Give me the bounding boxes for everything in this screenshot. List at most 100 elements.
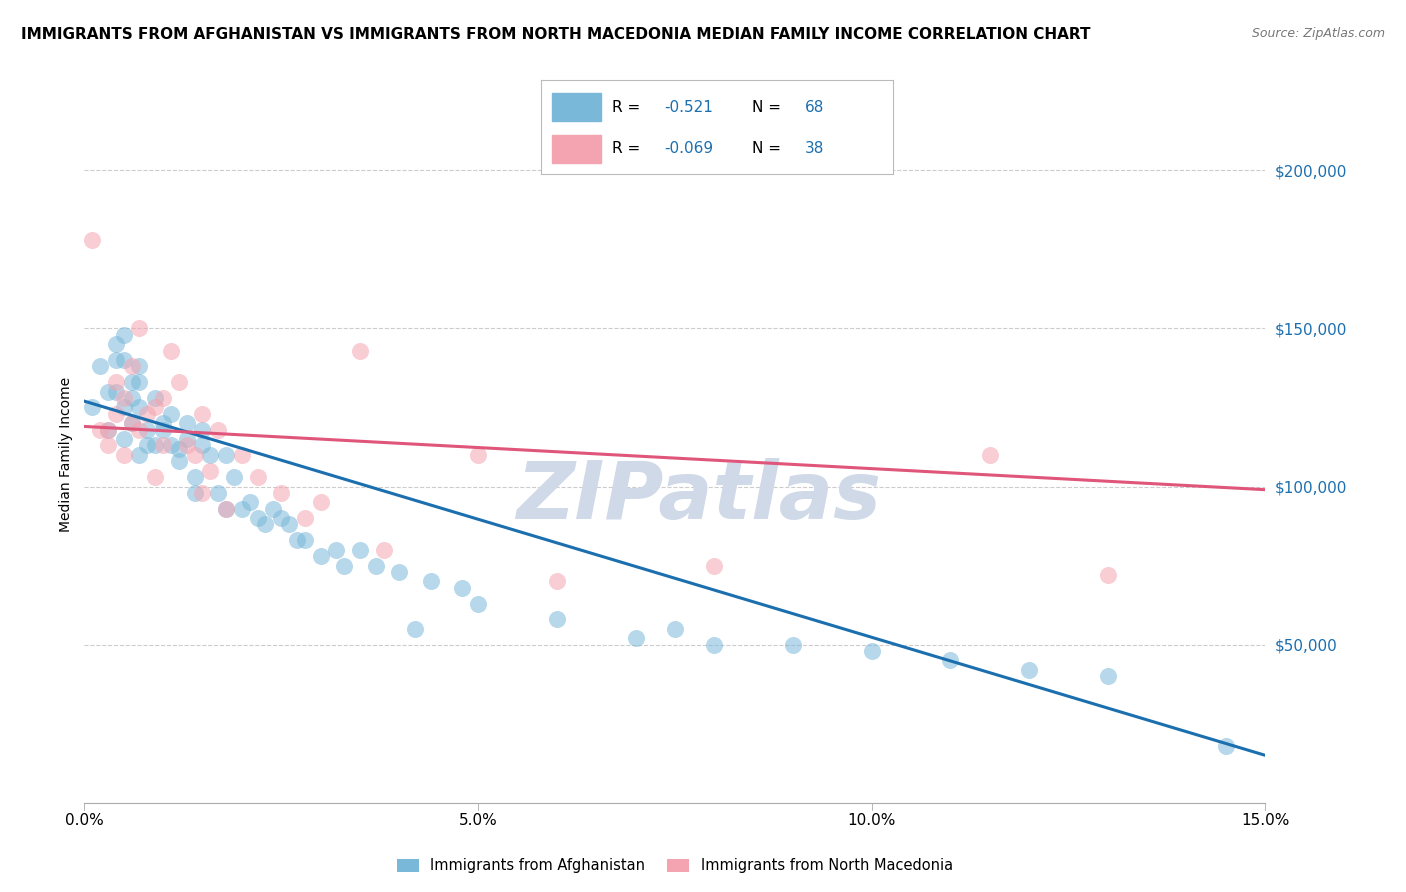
Point (121, 375, 143, 389)
Point (703, 638, 725, 652)
Point (143, 470, 166, 484)
Point (309, 495, 332, 509)
Point (270, 486, 292, 500)
Point (97, 438, 120, 452)
Point (160, 343, 183, 358)
Point (97, 384, 120, 399)
Point (191, 423, 214, 437)
Point (152, 391, 174, 405)
Point (152, 417, 174, 431)
Point (215, 448, 238, 462)
Point (183, 470, 205, 484)
Point (270, 511, 292, 525)
Point (200, 448, 222, 462)
Point (104, 407, 127, 421)
Text: 68: 68 (806, 100, 824, 115)
Point (128, 375, 150, 389)
Point (860, 644, 883, 658)
Point (467, 448, 489, 462)
Point (82, 233, 104, 247)
Point (309, 549, 332, 563)
Text: R =: R = (612, 100, 645, 115)
Point (183, 448, 205, 462)
Point (373, 542, 395, 557)
Point (121, 391, 143, 405)
Point (82, 401, 104, 415)
Point (246, 511, 269, 525)
Point (1215, 739, 1237, 753)
Point (152, 438, 174, 452)
Point (167, 454, 190, 468)
Point (388, 565, 411, 579)
Point (121, 359, 143, 374)
Point (207, 423, 229, 437)
Legend: Immigrants from Afghanistan, Immigrants from North Macedonia: Immigrants from Afghanistan, Immigrants … (391, 853, 959, 879)
Point (152, 423, 174, 437)
Text: Source: ZipAtlas.com: Source: ZipAtlas.com (1251, 27, 1385, 40)
Point (1018, 663, 1040, 677)
Point (325, 542, 347, 557)
Point (167, 442, 190, 456)
Point (112, 353, 135, 368)
Point (285, 533, 308, 548)
Point (160, 407, 183, 421)
Point (703, 558, 725, 573)
Point (546, 574, 568, 589)
Point (89, 423, 111, 437)
Point (215, 501, 238, 516)
Point (467, 597, 489, 611)
Point (167, 375, 190, 389)
Point (294, 511, 316, 525)
Point (419, 574, 441, 589)
Point (231, 501, 253, 516)
Point (143, 438, 166, 452)
Point (136, 407, 159, 421)
Point (191, 438, 214, 452)
Point (404, 622, 426, 636)
Point (112, 401, 135, 415)
Text: ZIPatlas: ZIPatlas (516, 458, 882, 536)
Point (1097, 669, 1119, 683)
Point (112, 391, 135, 405)
Point (1097, 568, 1119, 582)
Point (254, 517, 277, 532)
Point (176, 432, 198, 446)
Text: IMMIGRANTS FROM AFGHANISTAN VS IMMIGRANTS FROM NORTH MACEDONIA MEDIAN FAMILY INC: IMMIGRANTS FROM AFGHANISTAN VS IMMIGRANT… (21, 27, 1091, 42)
Point (979, 448, 1001, 462)
Point (262, 501, 284, 516)
Point (97, 423, 120, 437)
Point (294, 533, 316, 548)
Point (160, 438, 183, 452)
Point (200, 464, 222, 478)
Point (215, 501, 238, 516)
Text: N =: N = (752, 100, 786, 115)
Point (128, 321, 150, 335)
Point (183, 486, 205, 500)
Point (231, 448, 253, 462)
Bar (551, 94, 602, 121)
Point (176, 438, 198, 452)
Point (112, 327, 135, 342)
Point (128, 423, 150, 437)
Point (246, 470, 269, 484)
Point (664, 622, 686, 636)
Point (222, 470, 245, 484)
Point (176, 417, 198, 431)
Point (624, 632, 647, 646)
Point (143, 401, 166, 415)
Point (333, 558, 356, 573)
Text: R =: R = (612, 141, 645, 156)
Point (364, 558, 387, 573)
Y-axis label: Median Family Income: Median Family Income (59, 377, 73, 533)
Point (128, 448, 150, 462)
Point (939, 653, 962, 667)
Point (136, 438, 159, 452)
Point (239, 495, 262, 509)
Point (104, 384, 127, 399)
Bar (551, 135, 602, 162)
Point (191, 407, 214, 421)
Point (104, 375, 127, 389)
Point (143, 391, 166, 405)
Point (112, 432, 135, 446)
Point (546, 612, 568, 626)
